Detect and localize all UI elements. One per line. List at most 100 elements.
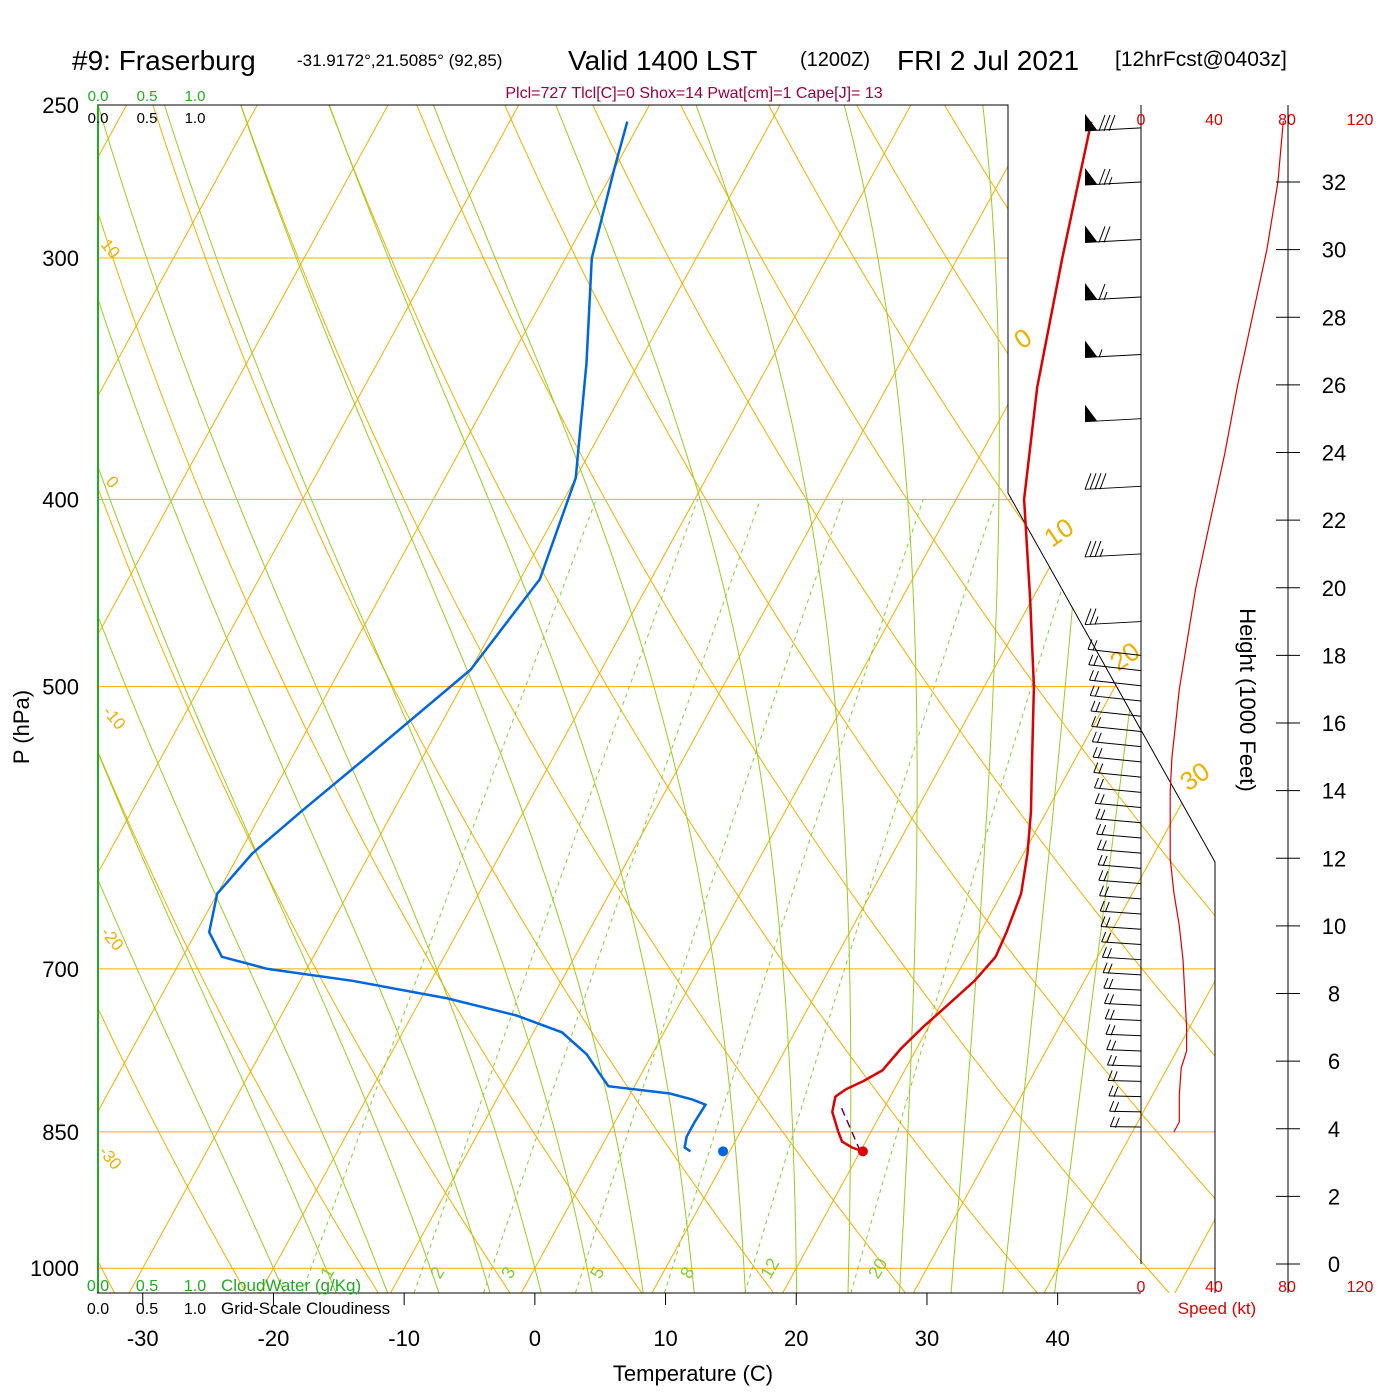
moist-adiabat xyxy=(555,105,798,1293)
dry-adiabat xyxy=(97,105,247,1293)
title-station: #9: Fraserburg xyxy=(72,45,256,76)
dry-adiabat xyxy=(750,105,1215,1293)
wind-barb xyxy=(1099,885,1142,900)
mixing-ratio-line xyxy=(850,499,1091,1293)
dry-adiabat xyxy=(576,105,1215,1293)
cloud-water-tick-top: 0.0 xyxy=(88,88,109,105)
isotherm-label: -10 xyxy=(99,702,129,733)
dry-adiabat xyxy=(663,105,1215,1293)
moist-adiabat xyxy=(950,105,1000,1293)
wind-barb xyxy=(1087,639,1142,656)
isotherm-line xyxy=(651,105,1215,1293)
wind-speed-line xyxy=(1169,121,1284,1133)
mixing-ratio-line xyxy=(301,499,597,1293)
x-tick-label: -30 xyxy=(127,1326,159,1351)
wind-barb xyxy=(1094,793,1142,809)
height-tick-label: 0 xyxy=(1328,1252,1340,1277)
height-tick-label: 30 xyxy=(1322,238,1346,263)
wind-barb xyxy=(1084,282,1142,301)
speed-tick-top: 0 xyxy=(1137,112,1146,129)
pressure-tick-label: 400 xyxy=(42,487,79,512)
cloud-water-tick-bottom: 0.0 xyxy=(87,1278,109,1295)
mixing-ratio-line xyxy=(744,499,996,1293)
dry-adiabat xyxy=(402,105,1170,1293)
isotherm-line xyxy=(128,105,800,1293)
isotherm-line xyxy=(0,71,15,1293)
mixing-ratio-label: 2 xyxy=(426,1263,448,1282)
cloudiness-tick-bottom: 1.0 xyxy=(184,1301,206,1318)
wind-barb xyxy=(1090,700,1142,717)
speed-tick-bottom: 40 xyxy=(1205,1279,1223,1296)
wind-barb xyxy=(1104,993,1142,1006)
height-tick-label: 32 xyxy=(1322,170,1346,195)
cloud-water-tick-top: 1.0 xyxy=(185,88,206,105)
wind-barb xyxy=(1098,870,1142,885)
moist-adiabats xyxy=(97,105,1203,1293)
x-tick-label: -10 xyxy=(388,1326,420,1351)
wind-barb xyxy=(1109,1116,1142,1128)
height-tick-label: 2 xyxy=(1328,1184,1340,1209)
wind-barb xyxy=(1084,225,1142,243)
moist-adiabat xyxy=(240,105,644,1293)
moist-adiabat xyxy=(328,105,695,1293)
y-axis-label: P (hPa) xyxy=(9,690,34,764)
wind-barb xyxy=(1084,340,1142,358)
isotherm-line xyxy=(97,105,669,1293)
speed-tick-top: 40 xyxy=(1205,112,1223,129)
isotherm-line xyxy=(259,105,931,1293)
dry-adiabat xyxy=(141,105,775,1293)
cloudiness-tick-bottom: 0.5 xyxy=(136,1301,158,1318)
isotherm-label: 0 xyxy=(102,472,123,491)
isotherm-label: -20 xyxy=(97,923,127,954)
height-tick-label: 26 xyxy=(1322,373,1346,398)
mixing-ratio-line xyxy=(574,499,844,1293)
speed-tick-bottom: 120 xyxy=(1347,1279,1374,1296)
dry-adiabat xyxy=(1359,71,1400,1293)
moist-adiabat xyxy=(97,105,542,1293)
title-date: FRI 2 Jul 2021 xyxy=(897,45,1079,76)
moist-adiabat xyxy=(1002,105,1103,1293)
pressure-tick-label: 700 xyxy=(42,957,79,982)
indices-line: Plcl=727 Tlcl[C]=0 Shox=14 Pwat[cm]=1 Ca… xyxy=(505,85,882,102)
pressure-tick-label: 300 xyxy=(42,246,79,271)
height-tick-label: 28 xyxy=(1322,305,1346,330)
mixing-ratio-lines xyxy=(301,499,1091,1293)
wind-barb xyxy=(1101,931,1142,945)
wind-barb xyxy=(1108,1085,1142,1098)
x-tick-label: 0 xyxy=(529,1326,541,1351)
x-tick-label: 30 xyxy=(915,1326,939,1351)
wind-barb xyxy=(1084,540,1142,558)
wind-barb xyxy=(1084,168,1142,186)
pressure-tick-label: 1000 xyxy=(30,1256,79,1281)
wind-barb xyxy=(1088,654,1142,672)
dewpoint-trace xyxy=(207,121,708,1153)
moist-adiabat xyxy=(432,105,746,1293)
mixing-ratio-label: 12 xyxy=(756,1255,783,1282)
moist-adiabat xyxy=(164,105,593,1293)
speed-tick-bottom: 0 xyxy=(1137,1279,1146,1296)
dry-adiabat xyxy=(489,105,1215,1293)
height-axis-label: Height (1000 Feet) xyxy=(1235,608,1260,791)
x-tick-label: 10 xyxy=(653,1326,677,1351)
dry-adiabats xyxy=(97,71,1400,1293)
isotherm-line xyxy=(1174,105,1215,1293)
cloudiness-tick-top: 1.0 xyxy=(185,110,206,127)
height-tick-label: 18 xyxy=(1322,643,1346,668)
title-coords: -31.9172°,21.5085° (92,85) xyxy=(297,51,502,70)
title-valid: Valid 1400 LST xyxy=(568,45,757,76)
height-tick-label: 24 xyxy=(1322,441,1346,466)
wind-barb xyxy=(1088,669,1142,687)
wind-barb xyxy=(1084,608,1142,626)
wind-barb xyxy=(1109,1101,1142,1113)
sounding-traces xyxy=(207,121,1093,1157)
wind-barb xyxy=(1107,1070,1142,1082)
parcel-path xyxy=(839,1104,861,1152)
isotherm-lines xyxy=(0,71,1215,1293)
x-tick-label: 40 xyxy=(1045,1326,1069,1351)
dry-adiabat xyxy=(315,105,1038,1293)
isotherm-line xyxy=(97,105,538,1293)
temperature-axis: -30 -20 -10 0 10 20 30 40 xyxy=(127,1293,1070,1351)
isotherm-line xyxy=(97,105,277,1293)
mixing-ratio-label: 20 xyxy=(864,1255,891,1282)
height-tick-label: 20 xyxy=(1322,576,1346,601)
